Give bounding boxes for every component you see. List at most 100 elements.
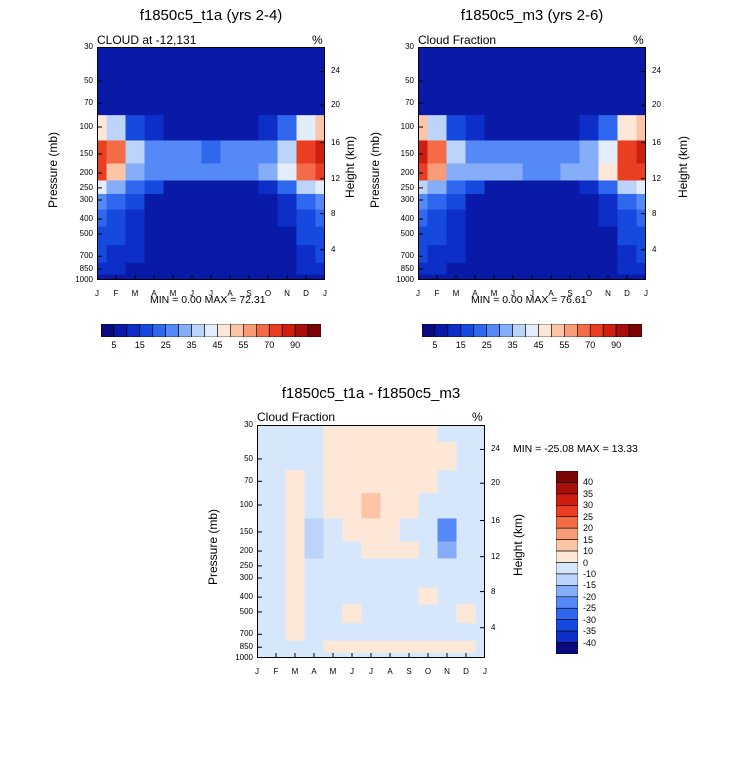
chart-3-y-right-axis-label: Height (km) xyxy=(511,513,525,576)
heatmap-cell xyxy=(239,92,260,116)
heatmap-cell xyxy=(257,587,268,606)
heatmap-cell xyxy=(598,163,619,182)
x-tick-label: N xyxy=(605,289,611,298)
heatmap-cell xyxy=(239,63,260,93)
heatmap-cell xyxy=(465,209,486,228)
heatmap-cell xyxy=(427,140,448,165)
colorbar-swatch xyxy=(556,642,578,654)
heatmap-cell xyxy=(258,140,279,165)
heatmap-cell xyxy=(617,180,638,195)
heatmap-cell xyxy=(456,470,477,494)
chart-1-left-label: CLOUD at -12,131 xyxy=(97,33,197,47)
y-tick-label: 250 xyxy=(400,182,414,192)
chart-2-right-label: % xyxy=(633,33,644,47)
colorbar-tick-label: -30 xyxy=(583,614,597,625)
colorbar-tick-label: 35 xyxy=(507,340,518,350)
heatmap-cell xyxy=(315,140,325,165)
y-tick-label: 1000 xyxy=(75,275,93,284)
heatmap-cell xyxy=(315,180,325,195)
heatmap-cell xyxy=(465,63,486,93)
heatmap-cell xyxy=(125,92,146,116)
heatmap-cell xyxy=(342,541,363,560)
heatmap-cell xyxy=(617,209,638,228)
chart-2-min-max: MIN = 0.00 MAX = 76.61 xyxy=(471,294,587,306)
heatmap-cell xyxy=(617,92,638,116)
colorbar-tick-label: 35 xyxy=(583,488,594,499)
heatmap-cell xyxy=(323,640,344,654)
heatmap-cell xyxy=(304,425,325,443)
heatmap-cell xyxy=(163,262,184,276)
heatmap-cell xyxy=(304,604,325,624)
chart-3-colorbar xyxy=(556,471,578,654)
y-tick-label: 70 xyxy=(405,98,414,108)
colorbar-swatch xyxy=(589,324,604,337)
y-right-tick-label: 4 xyxy=(491,622,496,632)
x-tick-label: A xyxy=(548,289,554,298)
heatmap-cell xyxy=(456,493,477,520)
heatmap-cell xyxy=(522,63,543,93)
x-tick-label: J xyxy=(483,667,487,676)
heatmap-cell xyxy=(380,493,401,520)
heatmap-cell xyxy=(315,115,325,142)
heatmap-cell xyxy=(522,262,543,276)
heatmap-cell xyxy=(257,652,268,658)
heatmap-cell xyxy=(418,425,439,443)
heatmap-cell xyxy=(258,226,279,246)
heatmap-cell xyxy=(475,587,485,606)
heatmap-cell xyxy=(257,441,268,471)
heatmap-cell xyxy=(484,47,505,65)
heatmap-cell xyxy=(342,623,363,642)
colorbar-tick-label: 40 xyxy=(583,477,594,488)
heatmap-cell xyxy=(296,92,317,116)
x-tick-label: J xyxy=(209,289,213,298)
y-tick-label: 400 xyxy=(400,214,414,224)
heatmap-cell xyxy=(163,63,184,93)
heatmap-cell xyxy=(106,140,127,165)
chart-2-title: f1850c5_m3 (yrs 2-6) xyxy=(460,7,604,24)
heatmap-cell xyxy=(446,92,467,116)
heatmap-cell xyxy=(125,245,146,264)
heatmap-cell xyxy=(106,63,127,93)
x-tick-label: S xyxy=(406,667,412,676)
heatmap-cell xyxy=(541,262,562,276)
y-tick-label: 300 xyxy=(400,194,414,204)
heatmap-cell xyxy=(522,193,543,211)
heatmap-cell xyxy=(617,140,638,165)
y-right-tick-label: 12 xyxy=(331,173,340,183)
heatmap-cell xyxy=(636,226,646,246)
heatmap-cell xyxy=(541,63,562,93)
heatmap-cell xyxy=(446,245,467,264)
y-tick-label: 30 xyxy=(405,42,414,51)
heatmap-cell xyxy=(427,193,448,211)
colorbar-swatch xyxy=(243,324,257,337)
heatmap-cell xyxy=(258,209,279,228)
colorbar-swatch xyxy=(556,619,578,632)
heatmap-cell xyxy=(201,180,222,195)
heatmap-cell xyxy=(427,245,448,264)
heatmap-cell xyxy=(97,262,108,276)
chart-1-title: f1850c5_t1a (yrs 2-4) xyxy=(139,7,283,24)
heatmap-cell xyxy=(465,92,486,116)
heatmap-cell xyxy=(323,571,344,589)
y-tick-label: 700 xyxy=(79,251,93,261)
heatmap-cell xyxy=(125,63,146,93)
heatmap-cell xyxy=(106,115,127,142)
heatmap-cell xyxy=(503,47,524,65)
heatmap-cell xyxy=(579,163,600,182)
heatmap-cell xyxy=(418,140,429,165)
heatmap-cell xyxy=(304,541,325,560)
heatmap-cell xyxy=(446,163,467,182)
heatmap-cell xyxy=(560,209,581,228)
heatmap-cell xyxy=(182,63,203,93)
colorbar-tick-label: 70 xyxy=(585,340,596,350)
chart-3-plot xyxy=(257,425,485,658)
y-tick-label: 70 xyxy=(84,98,93,108)
heatmap-cell xyxy=(304,558,325,573)
colorbar-tick-label: 15 xyxy=(583,534,594,545)
heatmap-cell xyxy=(418,47,429,65)
colorbar-tick-label: 25 xyxy=(481,340,492,350)
colorbar-tick-label: 10 xyxy=(583,546,594,557)
heatmap-cell xyxy=(106,226,127,246)
heatmap-cell xyxy=(277,245,298,264)
heatmap-cell xyxy=(285,425,306,443)
